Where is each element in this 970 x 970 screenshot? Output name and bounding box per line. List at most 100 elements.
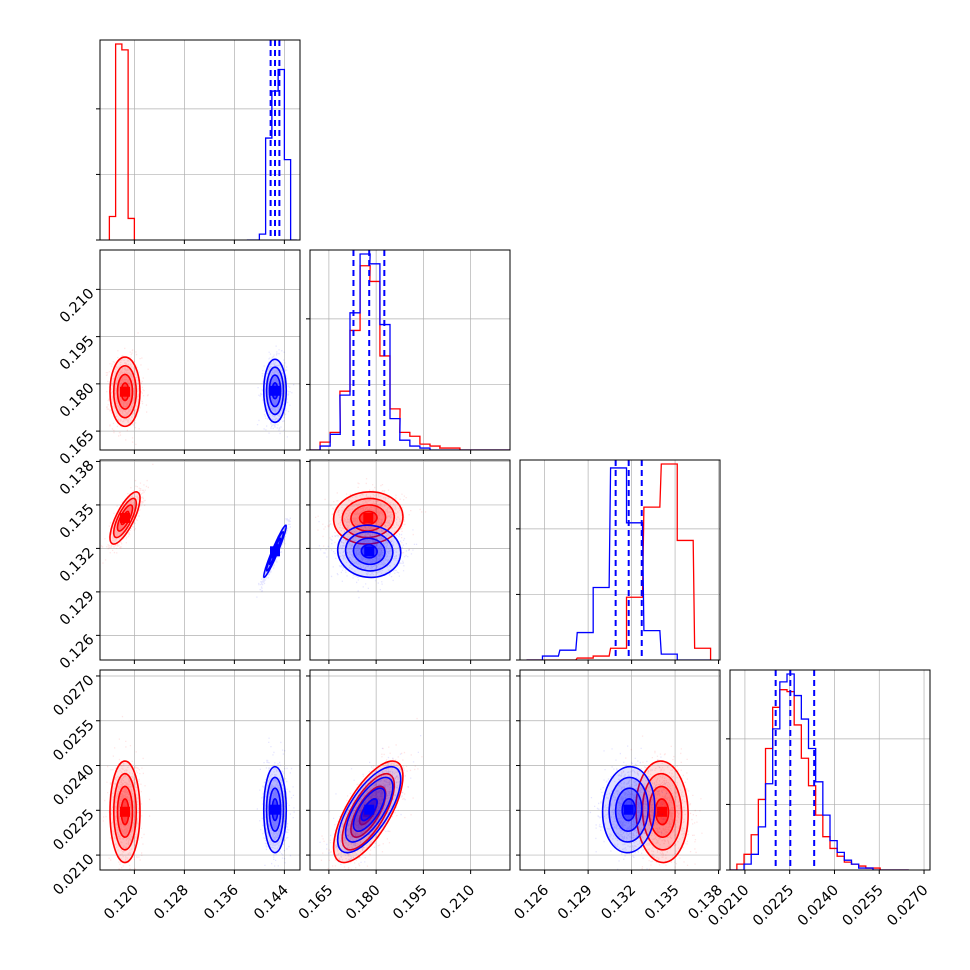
histogram-series-b <box>310 253 510 450</box>
density-contour-b <box>614 787 643 832</box>
series-a-density <box>105 332 149 445</box>
series-a-density <box>100 463 154 564</box>
histogram-panel-param-4-frame <box>729 669 931 871</box>
series-b-density <box>319 735 422 870</box>
param-3-x-tick-label: 0.135 <box>642 882 683 923</box>
density-contour-a <box>635 760 689 864</box>
param-4-x-tick-label: 0.0225 <box>750 882 797 929</box>
density-contour-b <box>265 366 285 416</box>
param-3-x-tick-label: 0.126 <box>512 882 553 923</box>
series-b-density <box>589 745 667 870</box>
series-b-density <box>318 508 418 599</box>
density-peak-a <box>120 386 130 397</box>
histogram-panel-param-4 <box>726 669 931 874</box>
scatter-panel-param-1-vs-param-3-frame <box>99 459 301 661</box>
histogram-panel-param-2-frame <box>309 249 511 451</box>
scatter-points-b <box>256 737 295 867</box>
scatter-panel-param-1-vs-param-4 <box>96 669 301 874</box>
scatter-panel-param-2-vs-param-3 <box>306 459 511 664</box>
density-contour-b <box>268 374 282 408</box>
param-4-y-tick-label: 0.0255 <box>50 717 97 764</box>
density-contour-b <box>262 358 288 424</box>
density-peak-a <box>120 512 130 523</box>
density-contour-a <box>109 356 141 428</box>
param-3-x-tick-label: 0.129 <box>555 882 596 923</box>
param-4-x-tick-label: 0.0240 <box>795 882 842 929</box>
param-1-x-tick-label: 0.136 <box>201 882 242 923</box>
scatter-panel-param-1-vs-param-2-frame <box>99 249 301 451</box>
param-4-x-tick-label: 0.0270 <box>884 882 931 929</box>
param-4-y-tick-label: 0.0210 <box>50 851 97 898</box>
param-4-y-tick-label: 0.0270 <box>50 672 97 719</box>
density-contour-b <box>336 524 402 579</box>
density-contour-a <box>112 364 138 419</box>
density-contour-a <box>116 373 134 410</box>
param-3-y-tick-label: 0.126 <box>57 632 98 673</box>
scatter-panel-param-2-vs-param-4 <box>306 669 511 874</box>
param-4-y-tick-label: 0.0225 <box>50 807 97 854</box>
param-2-y-tick-label: 0.180 <box>57 380 98 421</box>
density-contour-a <box>654 798 670 826</box>
density-contour-b <box>360 543 378 559</box>
scatter-panel-param-3-vs-param-4-frame <box>519 669 721 871</box>
density-peak-b <box>270 546 280 557</box>
param-2-x-tick-label: 0.165 <box>296 882 337 923</box>
histogram-series-a <box>108 43 136 240</box>
density-contour-a <box>341 497 396 539</box>
scatter-panel-param-2-vs-param-4-frame <box>309 669 511 871</box>
histogram-panel-param-2 <box>306 249 511 454</box>
density-contour-b <box>344 776 394 843</box>
density-contour-b <box>268 787 282 832</box>
density-contour-a <box>341 772 396 851</box>
scatter-panel-param-1-vs-param-3 <box>96 459 301 664</box>
param-4-x-tick-label: 0.0255 <box>840 882 887 929</box>
density-contour-a <box>350 504 387 532</box>
histogram-panel-param-1-frame <box>99 39 301 241</box>
density-contour-a <box>109 491 141 545</box>
density-peak-b <box>364 804 375 815</box>
series-a-density <box>621 735 703 870</box>
density-peak-a <box>657 806 668 817</box>
histogram-series-b <box>526 467 711 660</box>
density-contour-a <box>641 772 683 851</box>
density-contour-a <box>116 785 134 838</box>
scatter-points-a <box>621 735 703 870</box>
param-3-y-tick-label: 0.132 <box>57 545 98 586</box>
series-b-density <box>256 345 295 438</box>
density-contour-a <box>332 760 404 864</box>
histogram-panel-param-3-frame <box>519 459 721 661</box>
series-b-density <box>256 517 291 598</box>
tick-labels-layer: 0.02100.02250.02400.02550.02700.1650.180… <box>50 286 931 930</box>
histogram-panel-param-3 <box>516 459 721 664</box>
density-contour-b <box>265 776 285 843</box>
histogram-panel-param-1 <box>96 39 301 244</box>
scatter-panel-param-2-vs-param-3-frame <box>309 459 511 661</box>
density-contour-a <box>112 497 138 539</box>
density-contour-b <box>336 765 402 854</box>
density-contour-b <box>352 787 386 832</box>
density-contour-b <box>601 765 656 854</box>
density-contour-b <box>344 530 394 572</box>
histogram-series-a <box>730 689 909 870</box>
param-2-x-tick-label: 0.180 <box>343 882 384 923</box>
param-2-y-tick-label: 0.195 <box>57 333 98 374</box>
density-peak-a <box>120 806 130 817</box>
density-contour-b <box>608 776 650 843</box>
scatter-panel-param-1-vs-param-2 <box>96 249 301 454</box>
density-contour-b <box>262 765 288 854</box>
param-2-x-tick-label: 0.210 <box>438 882 479 923</box>
density-peak-b <box>270 385 280 396</box>
density-contour-a <box>648 785 676 838</box>
histogram-series-a <box>526 463 712 660</box>
histogram-series-b <box>246 68 297 240</box>
histogram-series-b <box>730 673 909 870</box>
density-contour-b <box>352 537 386 566</box>
density-peak-a <box>363 512 374 523</box>
density-contour-a <box>332 491 404 545</box>
series-b-density <box>256 737 295 867</box>
density-contour-a <box>109 760 141 864</box>
density-peak-b <box>364 546 375 557</box>
density-peak-b <box>623 804 634 815</box>
density-contour-a <box>350 785 387 838</box>
